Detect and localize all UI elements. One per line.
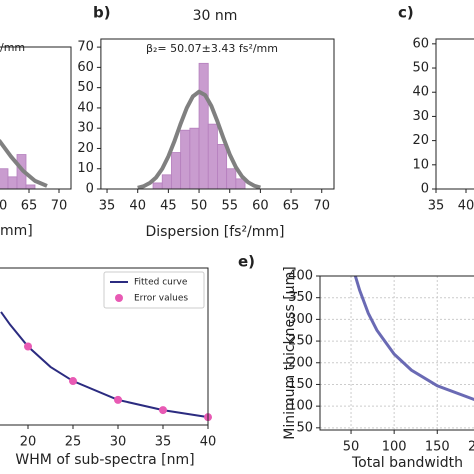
y-tick-label: 300: [288, 312, 313, 327]
point: [24, 342, 32, 351]
x-tick-label: 70: [51, 199, 68, 214]
annotation: β₂= 50.07±3.43 fs²/mm: [146, 42, 278, 55]
point: [114, 395, 122, 404]
y-tick-label: 0: [421, 182, 429, 197]
y-tick-label: 20: [412, 133, 429, 148]
y-tick-label: 10: [77, 161, 94, 176]
legend-swatch: [115, 294, 123, 302]
axes-frame: [0, 46, 72, 190]
x-tick-label: 40: [458, 199, 474, 214]
y-tick-label: 50: [412, 61, 429, 76]
y-tick-label: 70: [77, 40, 94, 55]
x-tick-label: 40: [200, 435, 217, 450]
hist-bar: [226, 168, 237, 190]
x-tick-label: 45: [160, 199, 177, 214]
hist-bar: [171, 152, 182, 190]
x-tick-label: 35: [155, 435, 172, 450]
y-tick-label: 60: [412, 36, 429, 51]
y-tick-label: 0: [86, 182, 94, 197]
hist-bar: [161, 174, 172, 190]
x-tick-label: 25: [65, 435, 82, 450]
hist-bar: [217, 144, 228, 190]
curve: [0, 311, 209, 419]
axes-frame: [319, 275, 474, 431]
x-tick-label: 30: [110, 435, 127, 450]
hist-bar: [152, 182, 163, 190]
y-tick-label: 20: [77, 141, 94, 156]
y-tick-label: 150: [288, 377, 313, 392]
x-tick-label: 150: [425, 440, 450, 455]
x-tick-label: 40: [129, 199, 146, 214]
panel-label: c): [398, 4, 414, 22]
x-tick-label: 200: [468, 440, 474, 455]
hist-bar: [7, 176, 18, 190]
panel-title: 30 nm: [193, 8, 238, 24]
x-tick-label: 50: [191, 199, 208, 214]
x-tick-label: 50: [343, 440, 360, 455]
legend-label: Fitted curve: [134, 278, 188, 288]
hist-bar: [25, 184, 36, 190]
axes-frame: [100, 38, 335, 190]
y-tick-label: 400: [288, 269, 313, 284]
y-axis-label: Minimum thickness [μm]: [282, 266, 298, 439]
fit-curve: [0, 139, 48, 188]
curve: [353, 275, 474, 402]
y-tick-label: 50: [296, 420, 313, 435]
x-axis-label: Dispersion [fs²/mm]: [145, 224, 284, 240]
x-tick-label: 35: [428, 199, 445, 214]
x-tick-label: 70: [313, 199, 330, 214]
hist-bar: [198, 62, 209, 190]
hist-bar: [180, 129, 191, 190]
y-tick-label: 200: [288, 355, 313, 370]
axes-frame: [0, 267, 209, 426]
x-tick-label: 20: [20, 435, 37, 450]
x-tick-label: 55: [221, 199, 238, 214]
x-tick-label: 65: [21, 199, 38, 214]
x-tick-label: 60: [252, 199, 269, 214]
x-axis-label: Total bandwidth: [351, 455, 463, 471]
panel-label: b): [93, 4, 111, 22]
x-tick-label: 100: [382, 440, 407, 455]
y-tick-label: 30: [412, 109, 429, 124]
y-tick-label: 100: [288, 399, 313, 414]
hist-bar: [189, 127, 200, 190]
y-tick-label: 40: [77, 100, 94, 115]
x-tick-label: 35: [99, 199, 116, 214]
y-tick-label: 40: [412, 85, 429, 100]
y-tick-label: 60: [77, 60, 94, 75]
hist-bar: [0, 168, 9, 190]
legend-label: Error values: [134, 294, 188, 304]
y-tick-label: 10: [412, 157, 429, 172]
annotation: /mm: [0, 41, 25, 54]
x-tick-label: 60: [0, 199, 7, 214]
panel-label: e): [238, 253, 255, 271]
hist-bar: [207, 123, 218, 190]
x-axis-label: mm]: [0, 223, 33, 239]
y-tick-label: 50: [77, 80, 94, 95]
x-tick-label: 65: [283, 199, 300, 214]
fit-curve: [137, 89, 261, 190]
legend-box: [103, 271, 205, 309]
axes-frame: [435, 38, 474, 190]
point: [159, 406, 167, 415]
point: [69, 377, 77, 386]
y-tick-label: 350: [288, 290, 313, 305]
y-tick-label: 250: [288, 334, 313, 349]
x-axis-label: WHM of sub-spectra [nm]: [15, 452, 194, 468]
y-tick-label: 30: [77, 121, 94, 136]
